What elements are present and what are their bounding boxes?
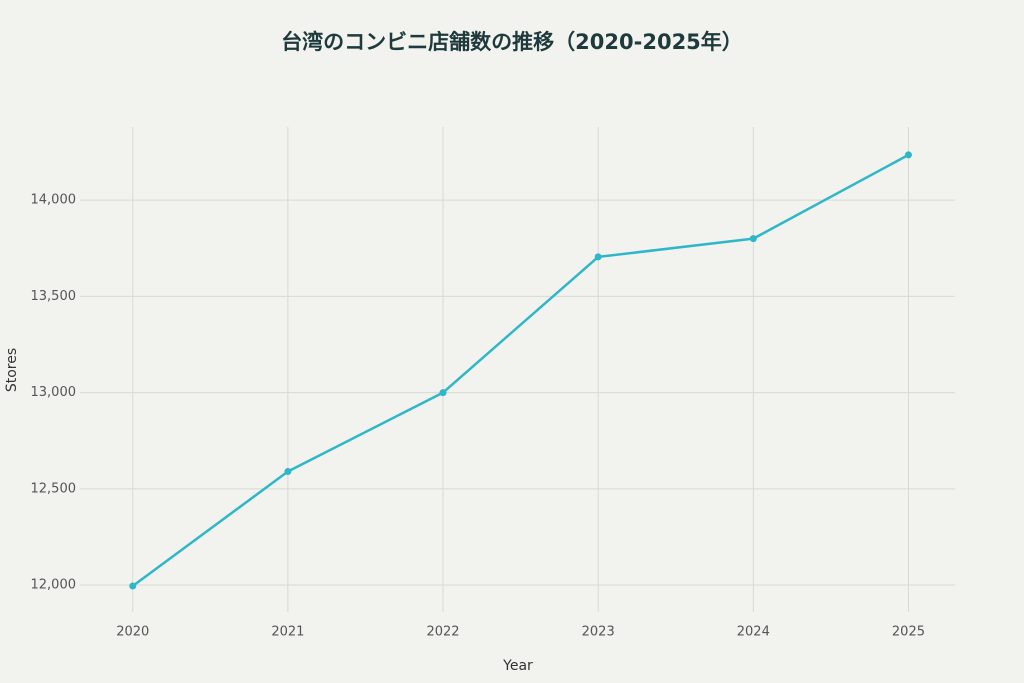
x-tick-label: 2024	[737, 625, 770, 640]
point	[594, 253, 602, 261]
x-tick-label: 2020	[116, 625, 149, 640]
point	[129, 582, 137, 590]
point	[284, 468, 292, 476]
y-tick-label: 12,000	[31, 578, 77, 593]
y-tick-label: 12,500	[31, 481, 77, 496]
x-tick-label: 2025	[892, 625, 925, 640]
point	[749, 235, 757, 243]
point	[439, 389, 447, 397]
y-tick-label: 14,000	[31, 193, 77, 208]
point	[904, 151, 912, 159]
x-tick-label: 2021	[271, 625, 304, 640]
chart-title: 台湾のコンビニ店舗数の推移（2020-2025年）	[281, 30, 743, 54]
x-tick-label: 2022	[426, 625, 459, 640]
y-axis-title: Stores	[4, 348, 20, 392]
y-tick-label: 13,000	[31, 385, 77, 400]
y-tick-label: 13,500	[31, 289, 77, 304]
line	[132, 153, 910, 588]
x-axis-title: Year	[502, 658, 533, 674]
x-tick-label: 2023	[582, 625, 615, 640]
